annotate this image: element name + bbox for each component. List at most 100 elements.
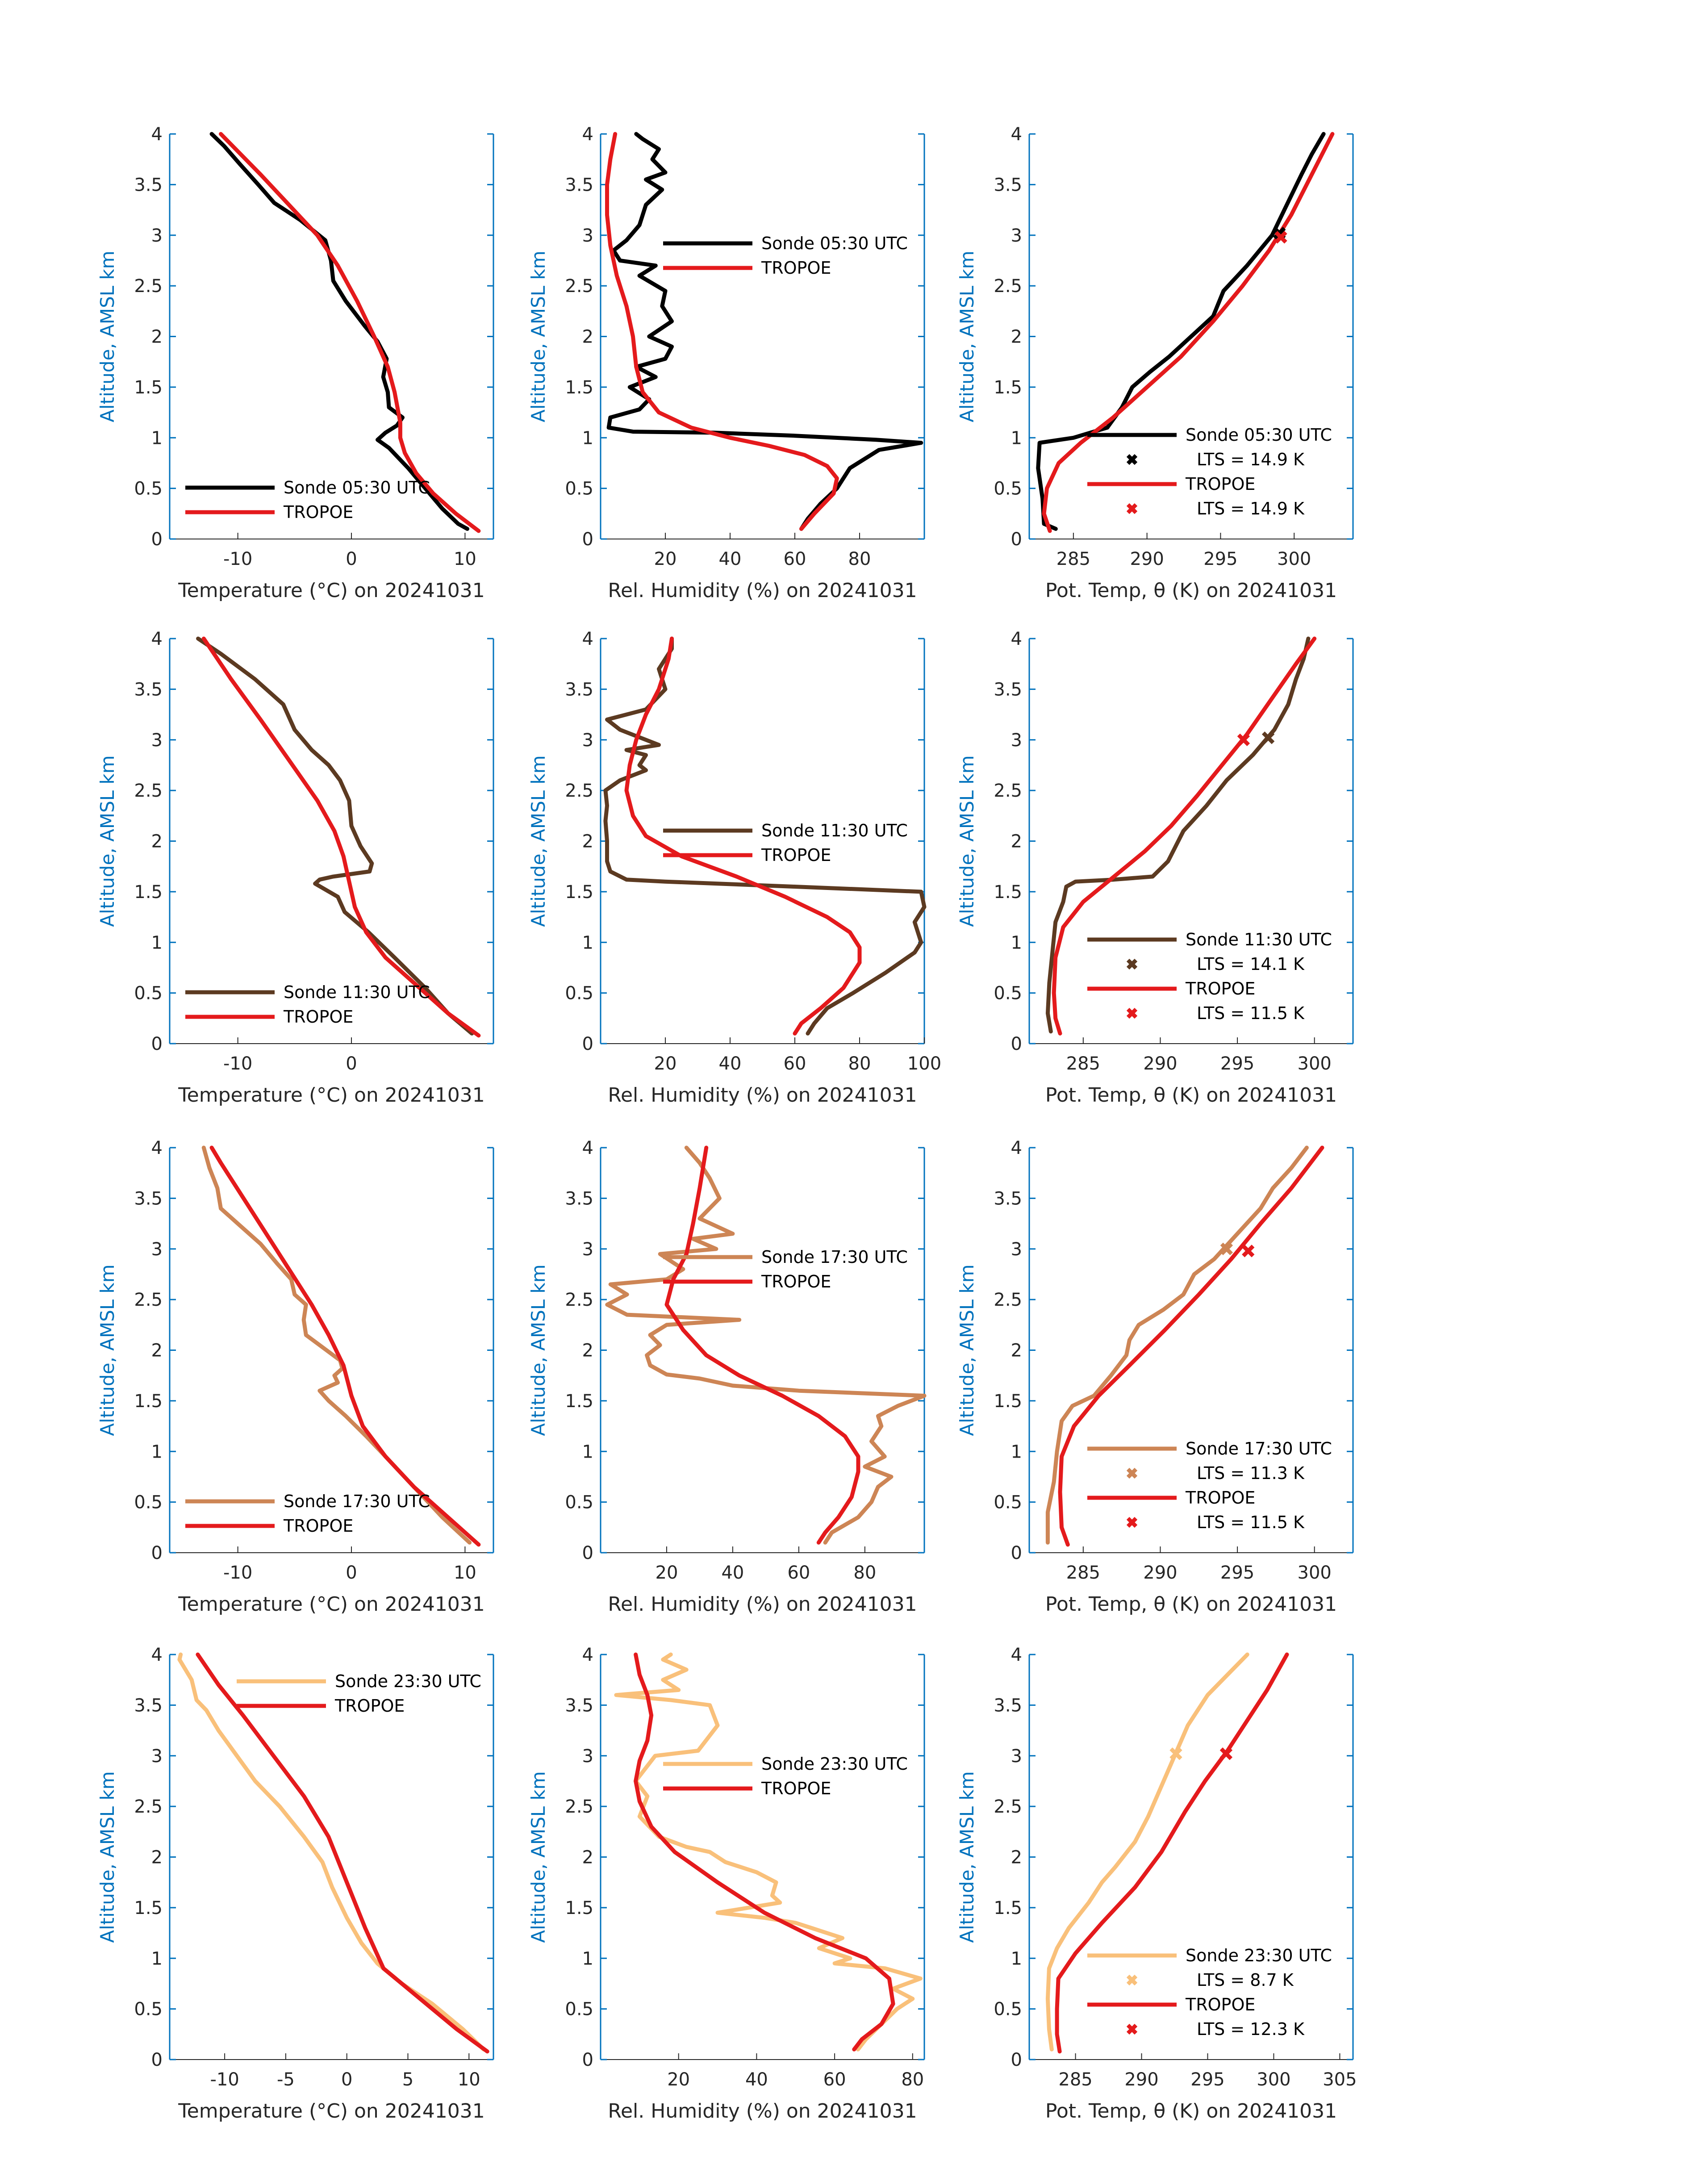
y-tick-label: 0.5	[565, 1999, 593, 2020]
legend: Sonde 17:30 UTC TROPOE	[663, 1247, 908, 1291]
legend-label: Sonde 17:30 UTC	[761, 1247, 908, 1267]
y-axis-label: Altitude, AMSL km	[96, 1771, 118, 1943]
y-tick-label: 2	[582, 1341, 593, 1361]
sonde-line	[1045, 636, 1311, 1034]
legend-label: LTS = 14.1 K	[1197, 954, 1305, 974]
y-tick-label: 1	[151, 1442, 163, 1462]
y-tick-label: 1	[1011, 1948, 1022, 1969]
y-tick-label: 0.5	[994, 1492, 1022, 1513]
x-tick-label: 295	[1220, 1563, 1254, 1583]
x-tick-label: 80	[853, 1563, 876, 1583]
x-axis-label: Rel. Humidity (%) on 20241031	[608, 579, 917, 602]
sonde-line	[177, 1652, 486, 2052]
legend-label: LTS = 11.5 K	[1197, 1513, 1305, 1532]
y-tick-label: 2	[582, 832, 593, 852]
y-tick-label: 3.5	[134, 1695, 163, 1716]
tropoe-line	[634, 1652, 895, 2052]
y-tick-label: 3.5	[565, 175, 593, 195]
sonde-line	[614, 1652, 923, 2052]
legend-marker-swatch	[1126, 1467, 1138, 1479]
x-axis-label: Temperature (°C) on 20241031	[178, 2100, 485, 2123]
y-tick-label: 2.5	[994, 276, 1022, 297]
legend-label: TROPOE	[1185, 1995, 1255, 2014]
y-tick-label: 1	[151, 1948, 163, 1969]
y-tick-label: 0.5	[565, 479, 593, 499]
y-axis-label: Altitude, AMSL km	[527, 755, 549, 927]
y-tick-label: 2.5	[565, 1797, 593, 1817]
x-tick-label: 10	[454, 549, 476, 569]
y-tick-label: 3.5	[565, 1188, 593, 1209]
y-tick-label: 2	[582, 1847, 593, 1868]
y-tick-label: 1.5	[565, 377, 593, 398]
tropoe-line	[664, 1145, 860, 1545]
panel-p3: 0 0.5 1 1.5 2 2.5 3 3.5 4 285 290 295 300 Altitude, A…	[956, 1138, 1354, 1616]
x-tick-label: 60	[787, 1563, 810, 1583]
y-tick-label: 3	[582, 226, 593, 246]
y-tick-label: 2.5	[134, 1797, 163, 1817]
sonde-line	[196, 636, 474, 1036]
y-tick-label: 1.5	[134, 1898, 163, 1918]
x-tick-label: 20	[654, 549, 677, 569]
sonde-line	[603, 636, 927, 1036]
y-tick-label: 2.5	[134, 1290, 163, 1310]
legend: Sonde 11:30 UTC LTS = 14.1 K TROPOE LTS = 1…	[1087, 930, 1332, 1023]
x-axis-label: Pot. Temp, θ (K) on 20241031	[1045, 579, 1337, 602]
y-tick-label: 1	[151, 428, 163, 448]
x-tick-label: 295	[1190, 2069, 1224, 2090]
y-tick-label: 0.5	[565, 1492, 593, 1513]
x-tick-label: 5	[402, 2069, 413, 2090]
sonde-line	[201, 1145, 472, 1545]
y-tick-label: 1.5	[994, 1898, 1022, 1918]
y-tick-label: 3	[582, 1746, 593, 1767]
tropoe-line	[1052, 636, 1317, 1036]
panel-t3: 0 0.5 1 1.5 2 2.5 3 3.5 4 -10 0 10 Altitude, AMSL km…	[96, 1138, 494, 1616]
y-tick-label: 0	[582, 2050, 593, 2070]
x-axis-label: Pot. Temp, θ (K) on 20241031	[1045, 2100, 1337, 2123]
y-tick-label: 1	[582, 932, 593, 953]
y-tick-label: 0	[1011, 1543, 1022, 1563]
y-tick-label: 1.5	[994, 377, 1022, 398]
y-tick-label: 3.5	[994, 679, 1022, 700]
x-tick-label: 300	[1298, 1053, 1332, 1074]
y-tick-label: 3.5	[134, 1188, 163, 1209]
y-axis-label: Altitude, AMSL km	[527, 1264, 549, 1436]
y-tick-label: 2	[1011, 1341, 1022, 1361]
y-tick-label: 3	[151, 1239, 163, 1260]
y-tick-label: 0.5	[134, 1999, 163, 2020]
x-axis-label: Rel. Humidity (%) on 20241031	[608, 1593, 917, 1616]
y-tick-label: 2	[151, 327, 163, 347]
sonde-line	[1045, 1145, 1309, 1545]
x-tick-label: -10	[223, 1053, 252, 1074]
y-tick-label: 1	[582, 1948, 593, 1969]
legend-label: Sonde 23:30 UTC	[1186, 1946, 1332, 1965]
sonde-lts-marker	[1220, 1242, 1233, 1255]
x-tick-label: -10	[210, 2069, 239, 2090]
y-tick-label: 2.5	[994, 1797, 1022, 1817]
y-tick-label: 2	[1011, 1847, 1022, 1868]
y-axis-label: Altitude, AMSL km	[956, 755, 978, 927]
x-tick-label: 60	[784, 1053, 806, 1074]
x-tick-label: 305	[1323, 2069, 1357, 2090]
y-tick-label: 0	[582, 1034, 593, 1054]
y-axis-label: Altitude, AMSL km	[956, 1264, 978, 1436]
x-tick-label: 300	[1298, 1563, 1332, 1583]
legend: Sonde 23:30 UTC TROPOE	[663, 1754, 908, 1798]
legend-label: Sonde 23:30 UTC	[335, 1671, 481, 1691]
legend-label: TROPOE	[761, 258, 831, 278]
y-tick-label: 3.5	[565, 679, 593, 700]
y-tick-label: 0	[1011, 1034, 1022, 1054]
x-tick-label: 40	[719, 549, 742, 569]
x-tick-label: 295	[1220, 1053, 1254, 1074]
legend-label: TROPOE	[283, 1007, 353, 1027]
tropoe-line	[624, 636, 862, 1036]
sonde-line	[606, 132, 923, 531]
legend-label: LTS = 14.9 K	[1197, 450, 1305, 469]
x-tick-label: 40	[721, 1563, 744, 1583]
x-tick-label: 60	[784, 549, 806, 569]
y-tick-label: 4	[1011, 1138, 1022, 1158]
legend-label: TROPOE	[334, 1696, 405, 1716]
tropoe-line	[209, 1145, 481, 1547]
tropoe-line	[201, 636, 481, 1038]
legend-label: Sonde 05:30 UTC	[284, 478, 430, 497]
